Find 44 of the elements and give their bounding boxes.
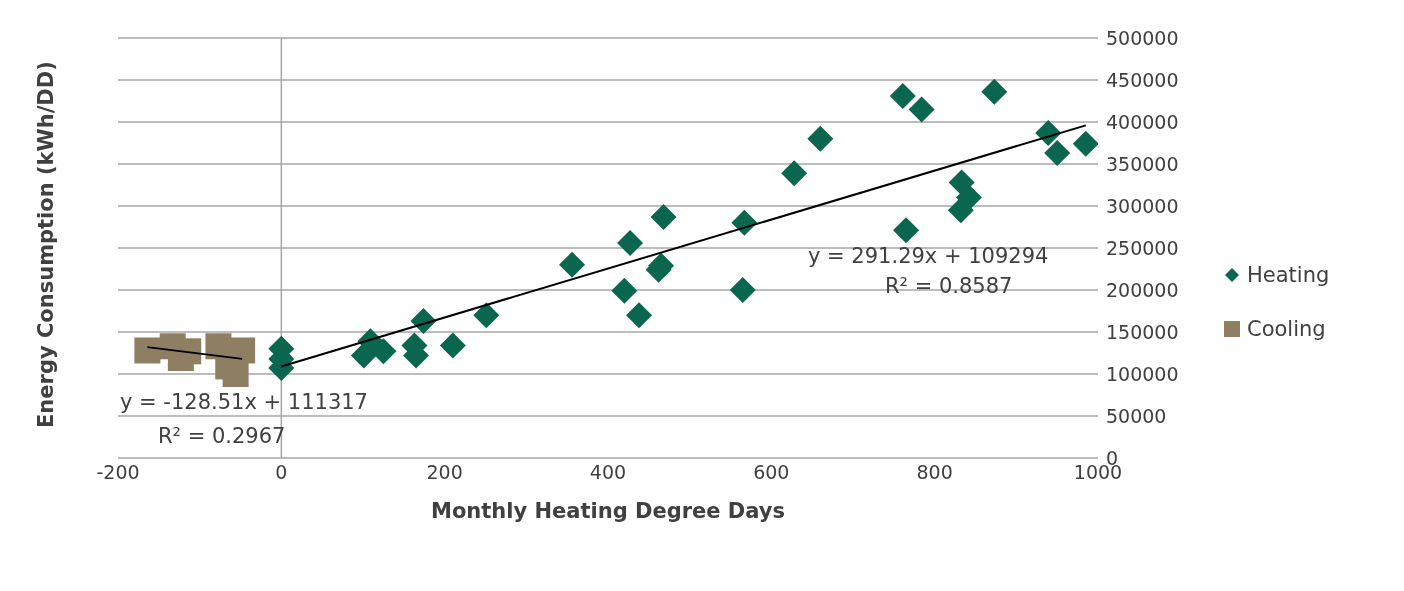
legend-label: Cooling <box>1246 317 1327 341</box>
point <box>559 251 586 278</box>
y-tick-label: 450000 <box>1106 68 1179 91</box>
y-tick-label: 50000 <box>1106 404 1167 427</box>
point <box>134 337 161 364</box>
y-tick-label: 200000 <box>1106 278 1179 301</box>
point <box>222 361 249 387</box>
x-tick-label: 400 <box>589 461 627 484</box>
point <box>439 332 466 359</box>
annotation: y = 291.29x + 109294 <box>808 244 1049 268</box>
point <box>617 229 644 256</box>
point <box>1072 130 1098 157</box>
point <box>981 78 1008 105</box>
y-tick-label: 500000 <box>1106 26 1179 49</box>
y-tick-label: 400000 <box>1106 110 1179 133</box>
y-tick-label: 350000 <box>1106 152 1179 175</box>
point <box>781 160 808 187</box>
y-tick-label: 100000 <box>1106 362 1179 385</box>
x-tick-label: 200 <box>426 461 463 484</box>
point <box>955 184 982 211</box>
y-tick-label: 250000 <box>1106 236 1179 259</box>
y-tick-label: 150000 <box>1106 320 1179 343</box>
point <box>889 82 916 109</box>
y-tick-label: 300000 <box>1106 194 1179 217</box>
point <box>473 302 500 329</box>
annotation: R² = 0.2967 <box>158 424 286 448</box>
x-tick-label: 600 <box>753 461 790 484</box>
annotation: R² = 0.8587 <box>885 274 1013 298</box>
annotation: y = -128.51x + 111317 <box>120 390 368 414</box>
point <box>611 277 638 304</box>
x-axis-title: Monthly Heating Degree Days <box>431 499 785 523</box>
point <box>650 203 677 230</box>
x-tick-label: -200 <box>96 461 140 484</box>
x-tick-label: 800 <box>916 461 953 484</box>
point <box>626 302 653 329</box>
point <box>729 277 756 303</box>
x-tick-label: 0 <box>275 461 288 484</box>
point <box>807 125 834 152</box>
y-axis-title: Energy Consumption (kWh/DD) <box>33 61 59 428</box>
point <box>908 96 935 123</box>
point <box>893 217 920 244</box>
point <box>1044 140 1071 167</box>
point <box>370 338 397 365</box>
legend-label: Heating <box>1246 263 1330 287</box>
